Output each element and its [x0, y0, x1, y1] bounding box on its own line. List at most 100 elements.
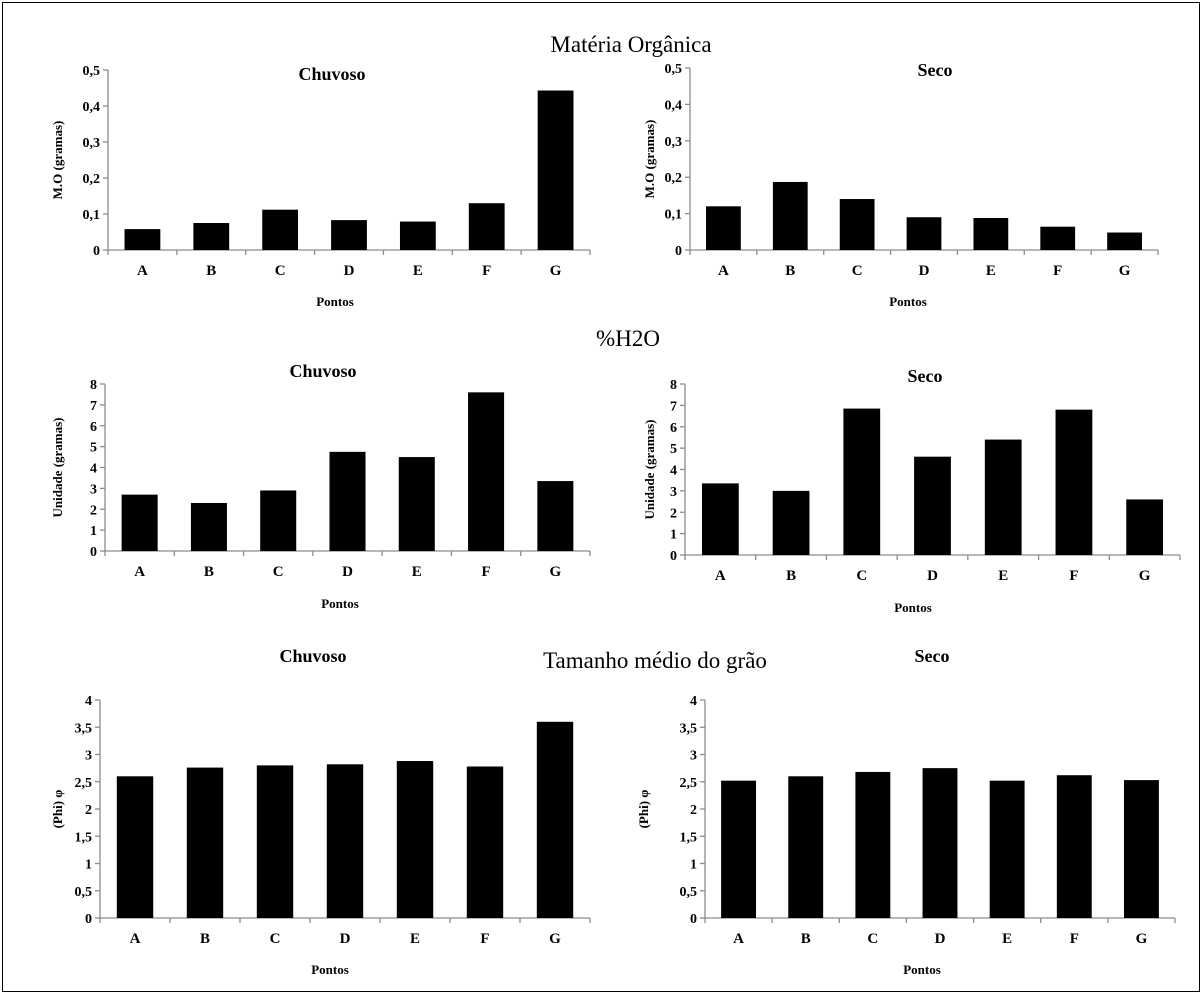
bar-F: [1055, 409, 1093, 555]
bar-C: [256, 765, 294, 918]
bar-A: [706, 206, 741, 250]
y-tick-label: 1: [670, 528, 677, 543]
y-tick-label: 8: [90, 378, 97, 393]
x-tick-label: G: [549, 931, 561, 947]
group-title-materia-organica: Matéria Orgânica: [550, 32, 711, 57]
x-tick-label: F: [1070, 931, 1079, 947]
bar-E: [396, 761, 434, 918]
x-axis-label: Pontos: [894, 600, 932, 615]
y-tick-label: 1,5: [680, 830, 698, 845]
x-tick-label: G: [1136, 931, 1148, 947]
y-tick-label: 8: [670, 378, 677, 393]
bar-B: [772, 490, 810, 555]
x-tick-label: A: [137, 263, 148, 279]
y-tick-label: 0,5: [75, 885, 93, 900]
y-tick-label: 6: [90, 420, 97, 435]
bar-A: [116, 776, 154, 918]
bar-F: [468, 203, 505, 250]
y-tick-label: 5: [670, 442, 677, 457]
x-tick-label: B: [786, 568, 796, 584]
bar-A: [701, 483, 739, 555]
y-tick-label: 1: [690, 858, 697, 873]
bar-F: [468, 392, 505, 551]
x-tick-label: C: [273, 564, 284, 580]
y-tick-label: 0,2: [83, 172, 101, 187]
x-tick-label: C: [270, 931, 281, 947]
y-tick-label: 0,1: [83, 208, 101, 223]
x-tick-label: D: [927, 568, 938, 584]
group-title-h2o: %H2O: [596, 326, 660, 351]
bar-C: [843, 408, 881, 555]
x-tick-label: D: [342, 564, 353, 580]
bar-B: [190, 502, 227, 551]
bar-A: [721, 780, 757, 918]
chart-panel-5: Seco 0 0,5 1 1,5 2 2,5 3 3,5 4 A B C D E F G Pontos (Phi) …: [636, 646, 1176, 977]
x-tick-label: G: [1119, 263, 1131, 279]
chart-title: Chuvoso: [298, 64, 365, 84]
bar-F: [1056, 775, 1092, 918]
y-tick-label: 0,4: [665, 98, 683, 113]
chart-title: Seco: [915, 646, 950, 666]
x-tick-label: G: [550, 564, 562, 580]
y-axis-label: (Phi) φ: [636, 790, 651, 829]
x-tick-label: B: [206, 263, 216, 279]
bar-D: [331, 220, 367, 250]
x-tick-label: B: [200, 931, 210, 947]
bar-D: [326, 764, 364, 918]
y-tick-label: 0: [675, 244, 682, 259]
chart-panel-4: Chuvoso 0 0,5 1 1,5 2 2,5 3 3,5 4 A B C D E F G Pontos (Ph…: [50, 646, 591, 977]
bar-E: [973, 217, 1009, 250]
y-axis-label: Unidade (gramas): [642, 419, 657, 519]
bar-E: [399, 221, 436, 250]
y-tick-label: 4: [90, 462, 97, 477]
bar-B: [788, 776, 824, 918]
y-tick-label: 1: [85, 858, 92, 873]
bar-C: [855, 771, 891, 918]
x-tick-label: F: [1053, 263, 1062, 279]
x-axis-label: Pontos: [316, 294, 354, 309]
bar-F: [1040, 226, 1076, 250]
bar-C: [260, 490, 297, 551]
bar-G: [537, 481, 574, 551]
x-axis-label: Pontos: [889, 294, 927, 309]
x-tick-label: E: [413, 263, 423, 279]
y-tick-label: 3,5: [680, 721, 698, 736]
x-tick-label: B: [801, 931, 811, 947]
x-tick-label: D: [340, 931, 351, 947]
x-axis-label: Pontos: [903, 962, 941, 977]
y-tick-label: 0,5: [680, 885, 698, 900]
x-tick-label: E: [998, 568, 1008, 584]
y-tick-label: 0,2: [665, 171, 683, 186]
bar-A: [121, 494, 158, 551]
y-tick-label: 2,5: [680, 776, 698, 791]
y-tick-label: 2,5: [75, 776, 93, 791]
x-tick-label: A: [733, 931, 744, 947]
x-axis-label: Pontos: [321, 596, 359, 611]
x-tick-label: C: [275, 263, 286, 279]
y-tick-label: 0,3: [665, 135, 683, 150]
x-tick-label: F: [481, 564, 490, 580]
bar-C: [839, 199, 875, 250]
chart-panel-0: Chuvoso 0 0,1 0,2 0,3 0,4 0,5 A B C D E F G Pontos M.O …: [50, 64, 591, 309]
bar-G: [537, 90, 574, 251]
x-tick-label: B: [204, 564, 214, 580]
bar-B: [193, 223, 230, 250]
y-tick-label: 2: [90, 503, 97, 518]
chart-title: Seco: [918, 60, 953, 80]
y-tick-label: 0,1: [665, 208, 683, 223]
bar-D: [329, 451, 366, 551]
x-tick-label: E: [412, 564, 422, 580]
x-tick-label: E: [410, 931, 420, 947]
y-axis-label: (Phi) φ: [50, 790, 65, 829]
y-tick-label: 2: [690, 803, 697, 818]
y-tick-label: 4: [670, 464, 677, 479]
y-tick-label: 0,5: [665, 62, 683, 77]
bar-G: [1123, 780, 1159, 918]
x-tick-label: D: [344, 263, 355, 279]
y-tick-label: 3: [90, 482, 97, 497]
bar-D: [914, 456, 951, 555]
bar-D: [922, 768, 958, 918]
y-tick-label: 7: [90, 399, 97, 414]
x-tick-label: D: [935, 931, 946, 947]
